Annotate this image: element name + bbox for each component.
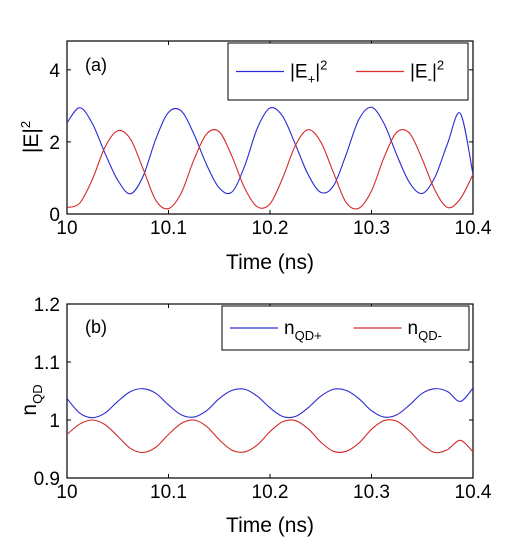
x-tick-label: 10.4 — [455, 218, 492, 239]
y-tick-label: 0.9 — [34, 469, 60, 490]
x-tick-label: 10.3 — [353, 218, 390, 239]
series-line-2 — [67, 129, 473, 210]
y-tick-label: 1.1 — [34, 353, 60, 374]
y-tick-label: 4 — [49, 61, 60, 82]
y-axis-label: nQD — [18, 384, 45, 415]
x-tick-label: 10.2 — [252, 482, 289, 503]
x-tick-label: 10.1 — [150, 218, 187, 239]
legend-entry-2: |E-|2 — [410, 58, 444, 87]
series-line-2 — [67, 419, 473, 454]
series-line-1 — [67, 387, 473, 419]
x-tick-label: 10 — [56, 218, 77, 239]
x-tick-label: 10.4 — [455, 482, 492, 503]
x-tick-label: 10.3 — [353, 482, 390, 503]
y-axis-label-sub: QD — [30, 384, 45, 404]
legend-text: n — [284, 318, 295, 339]
legend-sub: QD- — [418, 328, 442, 343]
legend-text-tail: | — [315, 62, 320, 83]
legend-text-tail: | — [432, 62, 437, 83]
legend-entry-1: nQD+ — [284, 318, 322, 343]
x-axis-label: Time (ns) — [226, 251, 314, 274]
legend-entry-2: nQD- — [408, 318, 442, 343]
legend-sup: 2 — [320, 58, 327, 73]
panel-label: (a) — [85, 55, 107, 75]
legend-text: n — [408, 318, 419, 339]
y-tick-label: 1 — [49, 411, 60, 432]
x-tick-label: 10.2 — [252, 218, 289, 239]
x-tick-label: 10.1 — [150, 482, 187, 503]
legend-text: |E — [290, 62, 308, 83]
panel-label: (b) — [85, 317, 107, 337]
y-axis-label-text: |E| — [20, 128, 43, 153]
legend-entry-1: |E+|2 — [290, 58, 327, 87]
y-axis-label: |E|2 — [18, 121, 43, 153]
y-tick-label: 0 — [49, 205, 60, 226]
legend-sup: 2 — [437, 58, 444, 73]
legend-box — [221, 305, 470, 351]
x-tick-label: 10 — [56, 482, 77, 503]
y-axis-label-sup: 2 — [18, 121, 33, 128]
legend-sub: - — [428, 72, 432, 87]
y-tick-label: 1.2 — [34, 295, 60, 316]
legend-sub: QD+ — [295, 328, 322, 343]
y-axis-label-text: n — [18, 404, 41, 416]
y-tick-label: 2 — [49, 133, 60, 154]
legend-sub: + — [308, 72, 316, 87]
x-axis-label: Time (ns) — [226, 514, 314, 537]
chart-panel-2: 10 10.1 10.2 10.3 10.4 0.9 1 1.1 1.2 (b) Time (ns)… — [18, 295, 492, 537]
series-line-1 — [67, 106, 473, 195]
legend-text: |E — [410, 62, 428, 83]
